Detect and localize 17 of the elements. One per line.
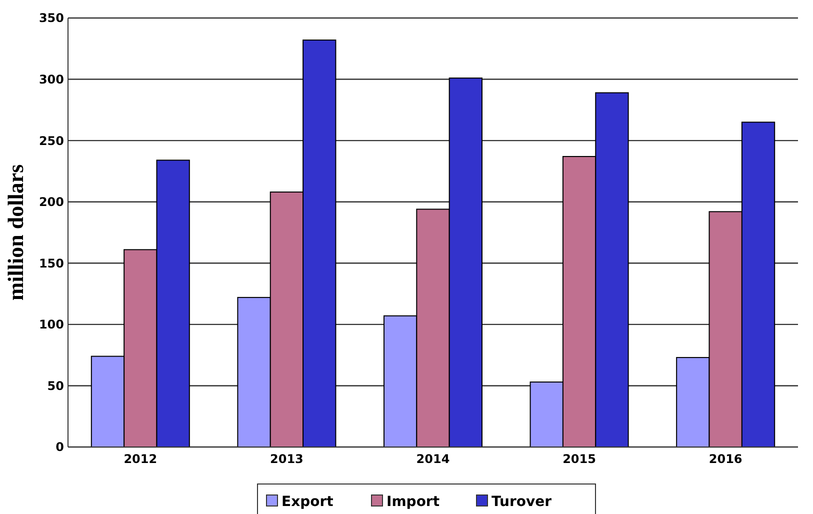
y-tick-label: 150: [38, 256, 64, 270]
y-tick-label: 0: [56, 440, 64, 454]
x-tick-label: 2012: [124, 452, 158, 466]
x-tick-label: 2013: [270, 452, 304, 466]
x-tick-label: 2014: [416, 452, 450, 466]
legend-label: Import: [386, 494, 440, 510]
y-tick-label: 300: [38, 72, 64, 86]
y-axis-title: million dollars: [3, 164, 28, 301]
legend-label: Export: [282, 494, 334, 510]
y-tick-label: 350: [38, 11, 64, 26]
y-tick-label: 50: [47, 378, 64, 393]
legend-label: Turover: [492, 494, 552, 510]
x-tick-label: 2015: [562, 452, 596, 466]
y-tick-label: 100: [38, 318, 64, 332]
y-tick-label: 250: [38, 134, 64, 148]
y-tick-label: 200: [38, 195, 64, 210]
x-tick-label: 2016: [708, 452, 742, 466]
